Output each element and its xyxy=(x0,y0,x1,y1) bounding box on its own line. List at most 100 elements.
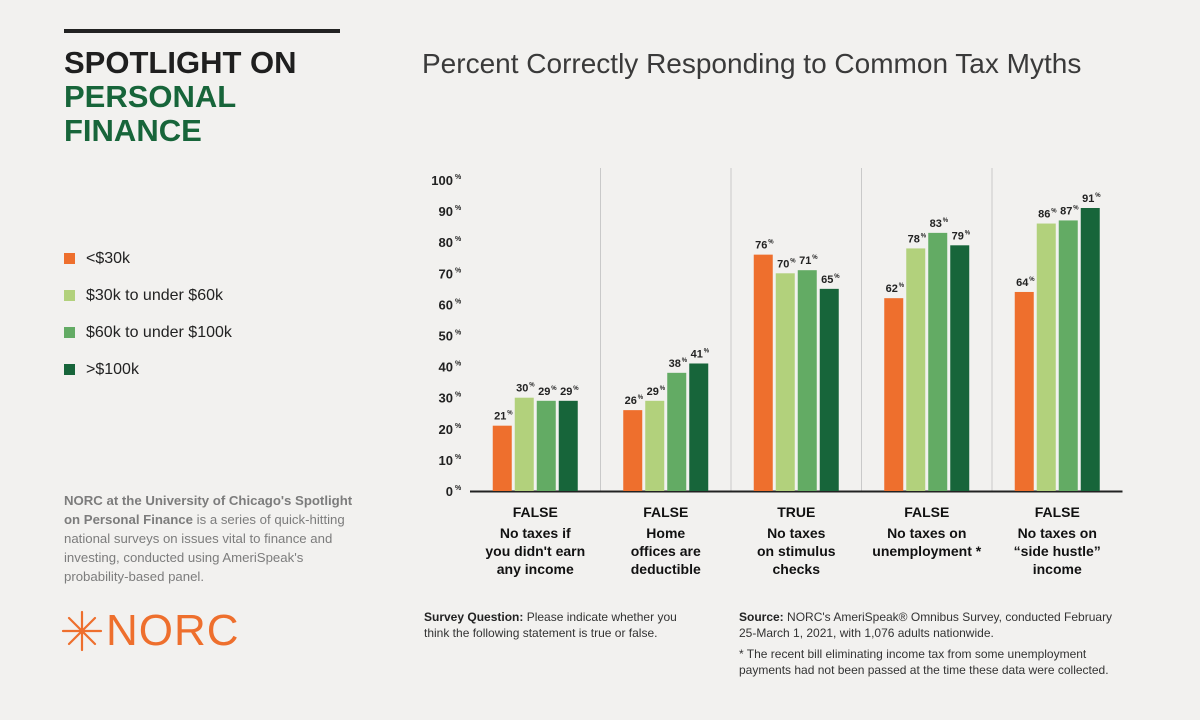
bar xyxy=(884,298,904,491)
bar-value-suffix: % xyxy=(834,274,840,280)
bar xyxy=(775,273,795,491)
category-label: FALSE No taxes if you didn't earn any incom… xyxy=(470,502,600,578)
about-text: NORC at the University of Chicago's Spot… xyxy=(64,491,364,586)
bar xyxy=(928,232,948,491)
bar-value-suffix: % xyxy=(1029,277,1035,283)
bar-value-suffix: % xyxy=(768,240,774,246)
bar-value-suffix: % xyxy=(682,358,688,364)
y-tick-label: 100 xyxy=(431,173,453,188)
bar-value-label: 64 xyxy=(1016,277,1029,289)
legend-label: >$100k xyxy=(86,360,139,378)
bar xyxy=(689,363,709,491)
bar-value-suffix: % xyxy=(704,348,710,354)
category-description: Home offices are deductible xyxy=(601,524,731,578)
category-answer: FALSE xyxy=(643,504,689,520)
y-tick-label: 80 xyxy=(439,235,453,250)
bar-value-label: 21 xyxy=(494,411,506,423)
bar xyxy=(558,400,578,491)
bar-value-suffix: % xyxy=(638,395,644,401)
bar-value-suffix: % xyxy=(943,218,949,224)
norc-logo: NORC xyxy=(60,606,240,656)
norc-star-icon xyxy=(61,610,103,652)
bar-value-label: 91 xyxy=(1082,193,1094,205)
legend-label: $30k to under $60k xyxy=(86,286,223,304)
category-description-line: No taxes on xyxy=(1017,525,1097,541)
category-description-line: Home xyxy=(646,525,686,541)
y-tick-label: 70 xyxy=(439,266,453,281)
spotlight-title-line1: SPOTLIGHT ON xyxy=(64,45,297,80)
bar-value-suffix: % xyxy=(790,258,796,264)
bar xyxy=(536,400,556,491)
legend-item-under-30k: <$30k xyxy=(64,240,232,277)
about-text-bold: NORC at the University of Chicago's Spot… xyxy=(64,493,353,527)
bar-value-label: 62 xyxy=(886,283,898,295)
category-description-line: you didn't earn xyxy=(485,543,586,559)
bar xyxy=(819,288,839,491)
y-tick-suffix: % xyxy=(455,485,462,492)
bar xyxy=(667,372,687,491)
spotlight-title-line2: PERSONAL xyxy=(64,79,237,114)
y-tick-label: 0 xyxy=(446,484,453,499)
bar xyxy=(797,270,817,491)
bar-value-suffix: % xyxy=(1073,205,1079,211)
y-tick-label: 90 xyxy=(439,204,453,219)
y-tick-suffix: % xyxy=(455,423,462,430)
survey-question-label: Survey Question: xyxy=(424,610,524,624)
y-tick-suffix: % xyxy=(455,454,462,461)
chart-title: Percent Correctly Responding to Common T… xyxy=(422,48,1082,79)
y-tick-label: 30 xyxy=(439,391,453,406)
bar-value-label: 83 xyxy=(930,218,942,230)
category-label: FALSE No taxes on “side hustle” income xyxy=(992,502,1122,578)
category-answer: TRUE xyxy=(777,504,816,520)
bar-value-suffix: % xyxy=(921,233,927,239)
category-label: TRUE No taxes on stimulus checks xyxy=(731,502,861,578)
source-label: Source: xyxy=(739,610,784,624)
bar-value-label: 26 xyxy=(625,395,637,407)
norc-logo-text: NORC xyxy=(106,606,240,655)
bar-value-label: 65 xyxy=(821,274,833,286)
bar xyxy=(1058,220,1078,491)
bar xyxy=(1080,207,1100,492)
legend-swatch xyxy=(64,327,75,338)
y-tick-suffix: % xyxy=(455,330,462,337)
bar-value-label: 86 xyxy=(1038,209,1050,221)
spotlight-title: SPOTLIGHT ON PERSONAL FINANCE xyxy=(64,46,297,148)
bar xyxy=(645,400,665,491)
spotlight-title-line3: FINANCE xyxy=(64,113,202,148)
y-tick-label: 50 xyxy=(439,329,453,344)
bar-value-suffix: % xyxy=(573,386,579,392)
legend-swatch xyxy=(64,253,75,264)
category-answer: FALSE xyxy=(904,504,950,520)
category-description: No taxes on unemployment * xyxy=(862,524,992,560)
bar xyxy=(623,410,643,491)
y-tick-suffix: % xyxy=(455,267,462,274)
bar xyxy=(753,254,773,491)
bar xyxy=(950,245,970,491)
bar xyxy=(1014,291,1034,491)
category-label: FALSE No taxes on unemployment * xyxy=(862,502,992,560)
bar-value-label: 38 xyxy=(669,358,681,370)
category-description-line: offices are xyxy=(630,543,701,559)
y-tick-suffix: % xyxy=(455,392,462,399)
y-tick-suffix: % xyxy=(455,205,462,212)
bar-value-suffix: % xyxy=(965,230,971,236)
y-tick-suffix: % xyxy=(455,361,462,368)
bar-value-suffix: % xyxy=(899,283,905,289)
bar-value-label: 30 xyxy=(516,383,528,395)
bar-value-suffix: % xyxy=(1051,209,1057,215)
y-tick-suffix: % xyxy=(455,236,462,243)
bar-value-suffix: % xyxy=(529,383,535,389)
legend-label: $60k to under $100k xyxy=(86,323,232,341)
category-description-line: No taxes if xyxy=(499,525,571,541)
legend: <$30k $30k to under $60k $60k to under $… xyxy=(64,240,232,388)
category-description-line: “side hustle” xyxy=(1013,543,1101,559)
source-text: NORC's AmeriSpeak® Omnibus Survey, condu… xyxy=(739,610,1113,640)
legend-item-30k-60k: $30k to under $60k xyxy=(64,277,232,314)
bar-value-suffix: % xyxy=(1095,193,1101,199)
bar-value-label: 41 xyxy=(691,348,703,360)
category-answer: FALSE xyxy=(512,504,558,520)
y-tick-label: 60 xyxy=(439,297,453,312)
top-rule xyxy=(64,29,340,33)
bar-value-suffix: % xyxy=(507,411,513,417)
legend-item-60k-100k: $60k to under $100k xyxy=(64,314,232,351)
